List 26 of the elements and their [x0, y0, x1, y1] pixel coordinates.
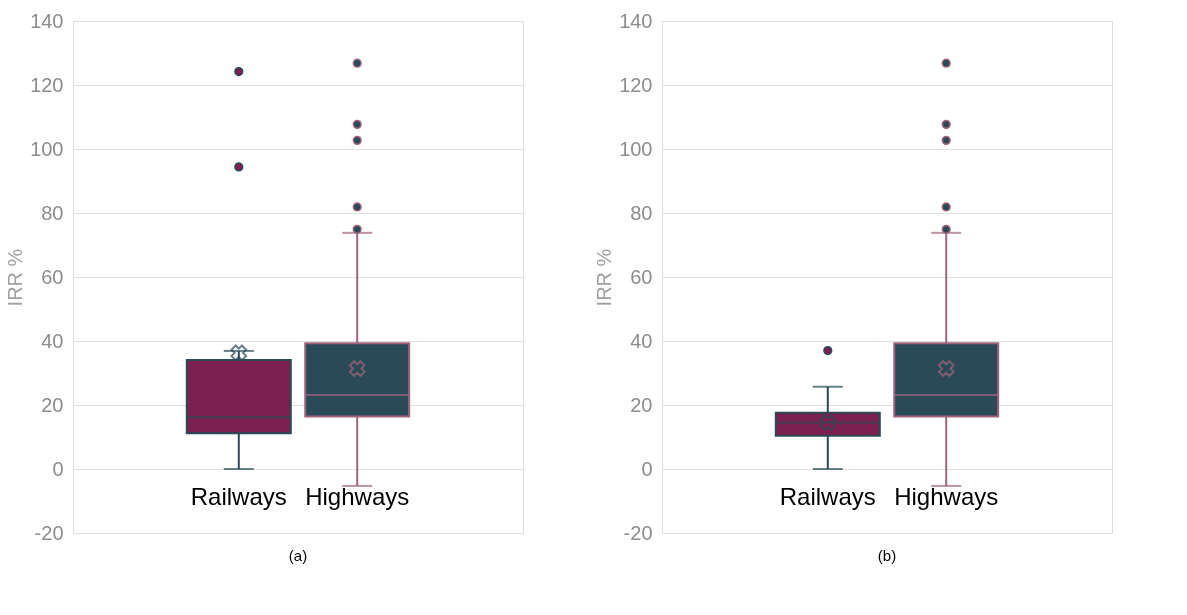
y-tick-label: 100: [619, 137, 653, 160]
y-tick-label: 20: [41, 393, 64, 416]
y-tick-label: 80: [630, 201, 653, 224]
y-tick-label: 120: [30, 73, 64, 96]
y-tick-label: 140: [619, 9, 653, 32]
x-tick-label: Railways: [779, 482, 876, 510]
y-tick-label: 100: [30, 137, 64, 160]
text: (a): [288, 547, 308, 564]
y-axis-title: IRR %: [4, 248, 27, 307]
y-tick-label: 40: [630, 329, 653, 352]
y-tick-label: 120: [619, 73, 653, 96]
x-tick-label: Railways: [190, 482, 287, 510]
y-tick-label: 0: [52, 457, 64, 480]
y-tick-label: 60: [630, 265, 653, 288]
y-tick-label: 60: [41, 265, 64, 288]
y-axis-title: IRR %: [593, 248, 616, 307]
y-tick-label: -20: [623, 521, 653, 544]
y-tick-label: 140: [30, 9, 64, 32]
y-tick-label: 40: [41, 329, 64, 352]
y-tick-label: -20: [34, 521, 64, 544]
y-tick-label: 80: [41, 201, 64, 224]
text: (b): [877, 547, 897, 564]
y-tick-label: 20: [630, 393, 653, 416]
x-tick-label: Highways: [305, 482, 410, 510]
x-tick-label: Highways: [894, 482, 999, 510]
y-tick-label: 0: [641, 457, 653, 480]
